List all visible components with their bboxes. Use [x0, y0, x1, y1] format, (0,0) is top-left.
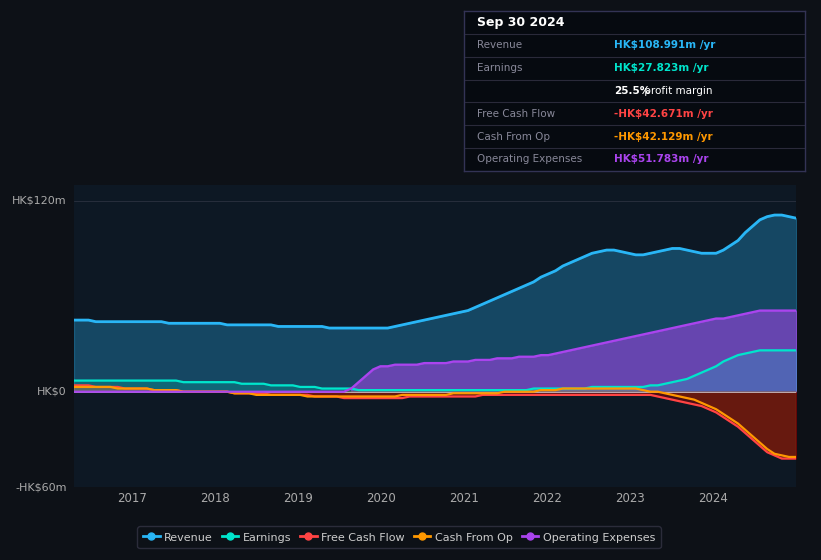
- Text: -HK$42.671m /yr: -HK$42.671m /yr: [614, 109, 713, 119]
- Text: Operating Expenses: Operating Expenses: [478, 155, 583, 165]
- Text: Cash From Op: Cash From Op: [478, 132, 551, 142]
- Text: Sep 30 2024: Sep 30 2024: [478, 16, 565, 29]
- Text: HK$108.991m /yr: HK$108.991m /yr: [614, 40, 715, 50]
- Text: HK$120m: HK$120m: [12, 195, 67, 206]
- Text: profit margin: profit margin: [641, 86, 713, 96]
- Text: 25.5%: 25.5%: [614, 86, 650, 96]
- Text: HK$27.823m /yr: HK$27.823m /yr: [614, 63, 709, 73]
- Text: Earnings: Earnings: [478, 63, 523, 73]
- Text: Revenue: Revenue: [478, 40, 523, 50]
- Text: HK$51.783m /yr: HK$51.783m /yr: [614, 155, 709, 165]
- Legend: Revenue, Earnings, Free Cash Flow, Cash From Op, Operating Expenses: Revenue, Earnings, Free Cash Flow, Cash …: [137, 526, 661, 548]
- Text: HK$0: HK$0: [37, 387, 67, 396]
- Text: -HK$42.129m /yr: -HK$42.129m /yr: [614, 132, 713, 142]
- Text: Free Cash Flow: Free Cash Flow: [478, 109, 556, 119]
- Text: -HK$60m: -HK$60m: [15, 482, 67, 492]
